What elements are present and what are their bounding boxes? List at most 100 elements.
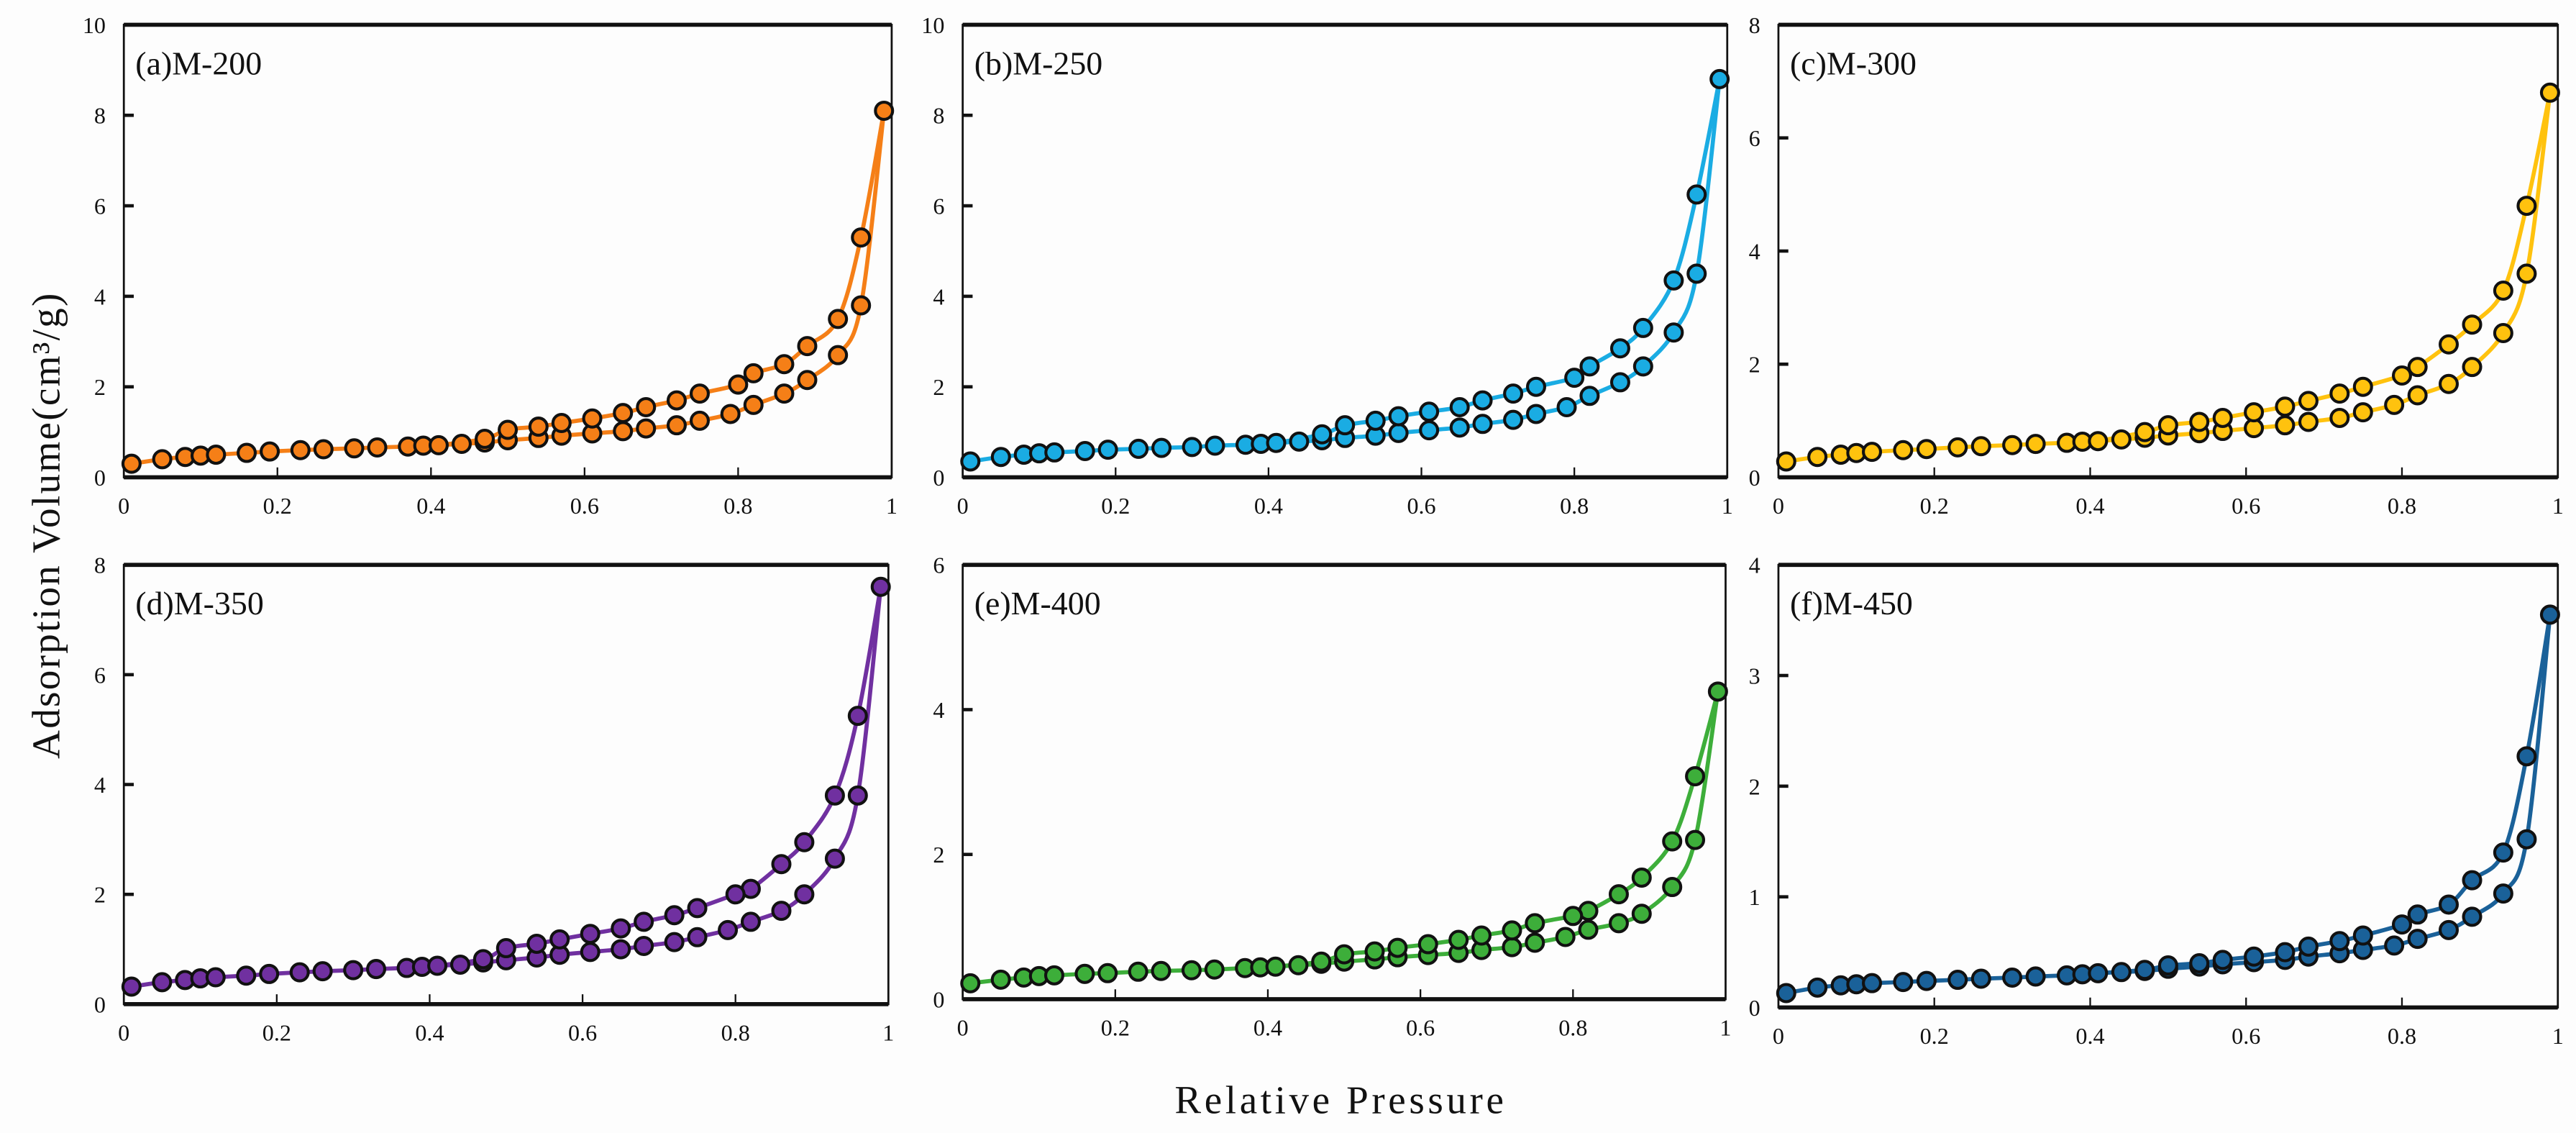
- adsorption-point: [960, 973, 981, 993]
- adsorption-point: [2111, 962, 2132, 983]
- desorption-point: [828, 309, 849, 329]
- x-tick-label: 0.6: [1406, 1015, 1435, 1041]
- adsorption-curve: [1786, 92, 2552, 464]
- y-tick-label: 0: [94, 465, 106, 491]
- desorption-point: [1448, 929, 1469, 950]
- adsorption-point: [1862, 442, 1883, 463]
- adsorption-point: [689, 410, 711, 431]
- adsorption-point: [664, 932, 685, 952]
- desorption-point: [1334, 944, 1355, 965]
- desorption-point: [634, 911, 654, 932]
- adsorption-point: [1663, 322, 1684, 343]
- desorption-point: [1449, 397, 1470, 418]
- desorption-point: [1564, 368, 1585, 388]
- adsorption-point: [260, 441, 280, 462]
- adsorption-point: [847, 785, 868, 806]
- adsorption-point: [1097, 440, 1118, 460]
- desorption-point: [725, 884, 746, 905]
- adsorption-point: [1916, 970, 1937, 991]
- desorption-point: [2493, 842, 2513, 863]
- adsorption-point: [1472, 414, 1493, 434]
- adsorption-point: [1685, 829, 1706, 850]
- adsorption-point: [121, 976, 142, 997]
- adsorption-point: [1525, 932, 1545, 953]
- adsorption-curve: [1786, 614, 2552, 996]
- adsorption-point: [874, 100, 895, 121]
- y-tick-label: 3: [1749, 663, 1760, 689]
- adsorption-point: [794, 884, 815, 905]
- desorption-point: [582, 408, 603, 429]
- adsorption-point: [1776, 983, 1796, 1004]
- desorption-point: [771, 854, 792, 875]
- y-tick-label: 4: [933, 697, 944, 723]
- y-tick-label: 2: [933, 842, 944, 868]
- x-tick-label: 0.2: [262, 1019, 291, 1045]
- adsorption-point: [2439, 373, 2459, 394]
- desorption-point: [1472, 390, 1493, 411]
- adsorption-point: [2407, 385, 2428, 406]
- adsorption-point: [2275, 415, 2296, 436]
- panel-title: (d)M-350: [135, 585, 264, 622]
- adsorption-point: [1970, 968, 1991, 989]
- adsorption-point: [1686, 263, 1707, 284]
- adsorption-point: [990, 447, 1011, 468]
- desorption-point: [1335, 415, 1356, 436]
- x-tick-label: 0.4: [415, 1019, 444, 1045]
- adsorption-point: [580, 942, 600, 963]
- desorption-point: [1685, 766, 1706, 787]
- y-tick-label: 0: [1749, 995, 1760, 1021]
- desorption-point: [664, 905, 685, 926]
- adsorption-point: [2111, 429, 2132, 450]
- adsorption-curve: [969, 691, 1720, 986]
- x-tick-label: 1: [2552, 493, 2564, 519]
- panel-title: (a)M-200: [135, 45, 262, 81]
- adsorption-point: [1265, 956, 1286, 977]
- adsorption-point: [1862, 973, 1883, 993]
- adsorption-point: [237, 442, 257, 463]
- desorption-point: [2439, 334, 2459, 355]
- y-tick-label: 2: [933, 374, 944, 400]
- desorption-point: [2212, 407, 2233, 428]
- desorption-point: [728, 374, 749, 395]
- x-tick-label: 0.2: [1920, 493, 1949, 519]
- adsorption-point: [2384, 935, 2405, 956]
- x-tick-label: 1: [2552, 1023, 2564, 1049]
- x-tick-label: 0.2: [1101, 493, 1130, 519]
- adsorption-point: [1503, 409, 1524, 430]
- plot-frame: [962, 24, 1729, 478]
- x-tick-label: 0: [1773, 1023, 1784, 1049]
- x-tick-label: 0.4: [2075, 1023, 2104, 1049]
- adsorption-point: [2329, 407, 2350, 428]
- adsorption-curve: [131, 110, 887, 466]
- x-tick-label: 0.8: [721, 1019, 750, 1045]
- adsorption-point: [1776, 451, 1796, 472]
- adsorption-point: [687, 927, 708, 947]
- adsorption-point: [1556, 397, 1577, 418]
- adsorption-point: [1151, 437, 1172, 458]
- adsorption-point: [313, 439, 334, 460]
- y-tick-label: 6: [94, 194, 106, 219]
- desorption-point: [687, 898, 708, 919]
- adsorption-point: [1449, 417, 1470, 438]
- desorption-point: [1608, 884, 1629, 905]
- desorption-point: [2439, 894, 2459, 915]
- desorption-point: [2407, 904, 2428, 925]
- desorption-point: [824, 785, 845, 806]
- adsorption-point: [344, 438, 365, 459]
- x-tick-label: 0.4: [1253, 1015, 1282, 1041]
- adsorption-point: [152, 449, 173, 470]
- adsorption-point: [428, 434, 449, 455]
- desorption-point: [2329, 383, 2350, 404]
- desorption-point: [1503, 383, 1524, 404]
- adsorption-point: [1947, 437, 1968, 458]
- adsorption-point: [152, 972, 173, 993]
- adsorption-point: [2462, 357, 2483, 378]
- y-axis-title: Adsorption Volume(cm³/g): [24, 291, 68, 759]
- adsorption-point: [1578, 919, 1599, 940]
- y-tick-label: 6: [1749, 125, 1760, 151]
- desorption-point: [2391, 365, 2412, 386]
- adsorption-point: [960, 451, 981, 472]
- panel-f: 0 0.2 0.4 0.6 0.8 1 0 1 2 3 4 (f)M-450: [1749, 552, 2564, 1049]
- x-tick-label: 1: [882, 1019, 894, 1045]
